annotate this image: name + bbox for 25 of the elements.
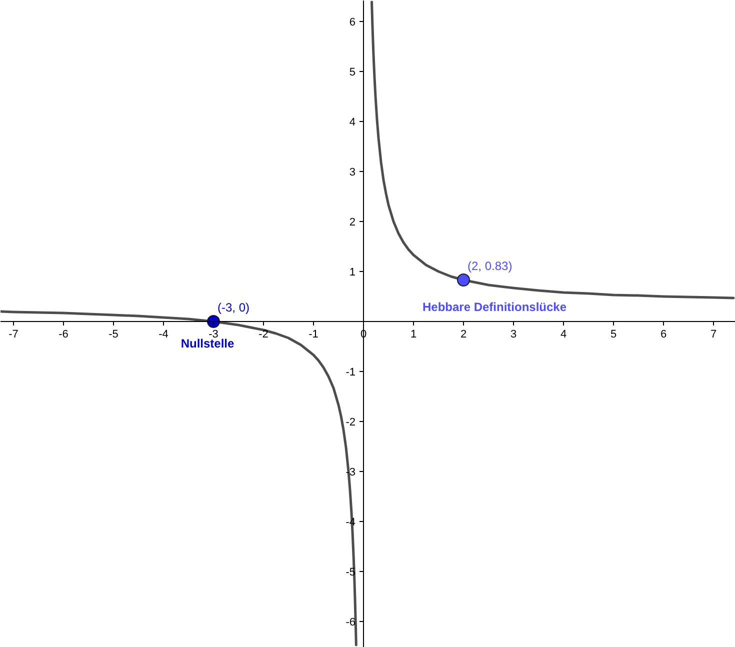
x-tick-label: 7 bbox=[710, 328, 717, 340]
x-tick-label: 5 bbox=[610, 328, 617, 340]
annotation: Hebbare Definitionslücke bbox=[422, 300, 567, 314]
x-tick-label: -1 bbox=[308, 328, 318, 340]
x-tick-label: 4 bbox=[560, 328, 567, 340]
x-tick-label: -4 bbox=[158, 328, 168, 340]
x-tick-label: -2 bbox=[258, 328, 268, 340]
data-label: (2, 0.83) bbox=[468, 259, 512, 273]
y-tick-label: 5 bbox=[349, 66, 356, 78]
y-tick-label: 4 bbox=[349, 116, 356, 128]
x-tick-label: -7 bbox=[8, 328, 18, 340]
x-tick-label: 6 bbox=[660, 328, 667, 340]
x-tick-label: 3 bbox=[510, 328, 517, 340]
y-tick-label: 2 bbox=[349, 216, 356, 228]
y-tick-label: -2 bbox=[346, 416, 356, 428]
x-tick-label: 2 bbox=[460, 328, 467, 340]
y-tick-label: -1 bbox=[346, 366, 356, 378]
y-tick-label: 1 bbox=[349, 266, 356, 278]
line-series bbox=[370, 0, 735, 300]
y-tick-label: 3 bbox=[349, 166, 356, 178]
x-tick-label: 1 bbox=[410, 328, 417, 340]
x-tick-label: -5 bbox=[108, 328, 118, 340]
y-tick-label: 6 bbox=[349, 16, 356, 28]
data-label: (-3, 0) bbox=[218, 300, 250, 314]
x-tick-label: -6 bbox=[58, 328, 68, 340]
